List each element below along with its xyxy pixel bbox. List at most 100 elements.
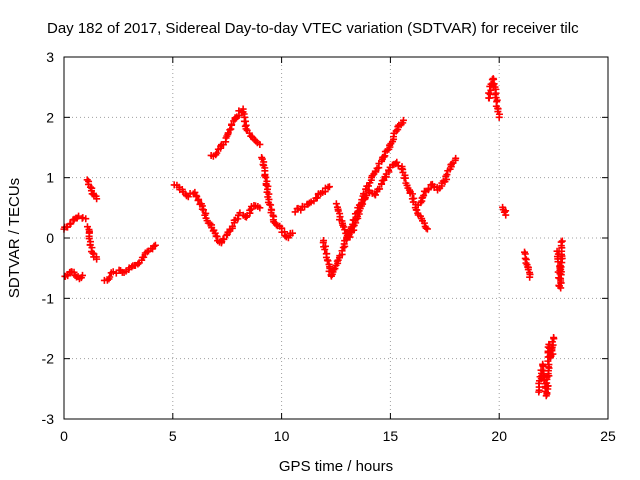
data-point-marker bbox=[392, 127, 400, 135]
y-tick-label: -2 bbox=[42, 351, 55, 367]
data-point-marker bbox=[262, 181, 270, 189]
chart-title: Day 182 of 2017, Sidereal Day-to-day VTE… bbox=[47, 20, 579, 37]
y-tick-label: 2 bbox=[46, 109, 54, 125]
data-point-marker bbox=[297, 206, 305, 214]
data-point-marker bbox=[339, 243, 347, 251]
data-point-marker bbox=[399, 116, 407, 124]
grid-lines bbox=[64, 57, 608, 419]
data-point-marker bbox=[288, 229, 296, 237]
data-point-marker bbox=[321, 246, 329, 254]
data-point-marker bbox=[256, 140, 264, 148]
x-tick-label: 20 bbox=[491, 428, 507, 444]
data-point-marker bbox=[226, 126, 234, 134]
data-point-marker bbox=[86, 183, 94, 191]
y-tick-label: -3 bbox=[42, 411, 55, 427]
data-point-marker bbox=[140, 253, 148, 261]
data-point-marker bbox=[371, 191, 379, 199]
data-point-marker bbox=[487, 86, 495, 94]
data-point-marker bbox=[191, 188, 199, 196]
data-series-segment bbox=[170, 181, 264, 247]
data-point-marker bbox=[313, 194, 321, 202]
x-tick-label: 25 bbox=[600, 428, 616, 444]
data-point-marker bbox=[545, 361, 553, 369]
data-point-marker bbox=[557, 238, 565, 246]
x-tick-label: 0 bbox=[60, 428, 68, 444]
data-point-marker bbox=[85, 235, 93, 243]
data-point-marker bbox=[272, 221, 280, 229]
x-tick-label: 15 bbox=[383, 428, 399, 444]
data-point-marker bbox=[558, 237, 566, 245]
data-point-marker bbox=[134, 260, 142, 268]
data-point-marker bbox=[143, 248, 151, 256]
data-series-segment bbox=[61, 268, 86, 283]
y-tick-label: 0 bbox=[46, 230, 54, 246]
data-point-marker bbox=[349, 223, 357, 231]
data-point-marker bbox=[330, 266, 338, 274]
y-tick-label: -1 bbox=[42, 290, 55, 306]
data-series-segment bbox=[521, 248, 534, 281]
data-point-marker bbox=[324, 257, 332, 265]
data-series-segment bbox=[207, 105, 264, 160]
data-point-marker bbox=[325, 183, 333, 191]
data-point-marker bbox=[150, 242, 158, 250]
data-point-marker bbox=[262, 173, 270, 181]
data-point-marker bbox=[425, 184, 433, 192]
x-tick-label: 10 bbox=[274, 428, 290, 444]
data-point-marker bbox=[213, 149, 221, 157]
data-point-marker bbox=[376, 185, 384, 193]
data-series-segment bbox=[100, 241, 159, 284]
data-point-marker bbox=[256, 204, 264, 212]
data-series-segment bbox=[60, 212, 90, 233]
data-series-segment bbox=[485, 75, 503, 121]
data-series-segment bbox=[553, 237, 566, 292]
data-point-marker bbox=[548, 338, 556, 346]
data-points bbox=[60, 75, 566, 400]
data-point-marker bbox=[452, 154, 460, 162]
data-point-marker bbox=[443, 171, 451, 179]
data-series-segment bbox=[535, 334, 558, 400]
data-point-marker bbox=[420, 192, 428, 200]
data-point-marker bbox=[228, 222, 236, 230]
data-point-marker bbox=[495, 113, 503, 121]
axis-ticks: 0 5 10 15 20 25 -3 -2 -1 0 1 2 3 bbox=[42, 49, 616, 444]
x-tick-label: 5 bbox=[169, 428, 177, 444]
data-point-marker bbox=[200, 206, 208, 214]
data-point-marker bbox=[423, 225, 431, 233]
data-point-marker bbox=[332, 200, 340, 208]
data-point-marker bbox=[526, 273, 534, 281]
data-series-segment bbox=[83, 223, 101, 263]
data-point-marker bbox=[220, 235, 228, 243]
data-point-marker bbox=[372, 168, 380, 176]
data-point-marker bbox=[93, 255, 101, 263]
data-point-marker bbox=[75, 212, 83, 220]
data-point-marker bbox=[151, 241, 159, 249]
data-series-segment bbox=[258, 154, 296, 242]
data-series-segment bbox=[83, 176, 101, 203]
data-point-marker bbox=[106, 273, 114, 281]
data-point-marker bbox=[550, 334, 558, 342]
x-axis-label: GPS time / hours bbox=[279, 458, 393, 475]
data-point-marker bbox=[502, 211, 510, 219]
data-point-marker bbox=[359, 200, 367, 208]
data-series-segment bbox=[499, 203, 510, 219]
data-series-segment bbox=[414, 154, 460, 209]
data-point-marker bbox=[393, 158, 401, 166]
y-tick-label: 3 bbox=[46, 49, 54, 65]
data-point-marker bbox=[490, 80, 498, 88]
data-series-segment bbox=[291, 183, 333, 216]
data-point-marker bbox=[194, 196, 202, 204]
data-point-marker bbox=[331, 265, 339, 273]
data-series-segment bbox=[332, 158, 431, 241]
data-point-marker bbox=[70, 268, 78, 276]
data-point-marker bbox=[549, 350, 557, 358]
data-point-marker bbox=[338, 247, 346, 255]
y-axis-label: SDTVAR / TECUs bbox=[6, 178, 23, 298]
data-point-marker bbox=[341, 226, 349, 234]
data-point-marker bbox=[543, 389, 551, 397]
y-tick-label: 1 bbox=[46, 170, 54, 186]
data-point-marker bbox=[82, 215, 90, 223]
data-point-marker bbox=[556, 275, 564, 283]
data-point-marker bbox=[78, 271, 86, 279]
data-point-marker bbox=[93, 195, 101, 203]
